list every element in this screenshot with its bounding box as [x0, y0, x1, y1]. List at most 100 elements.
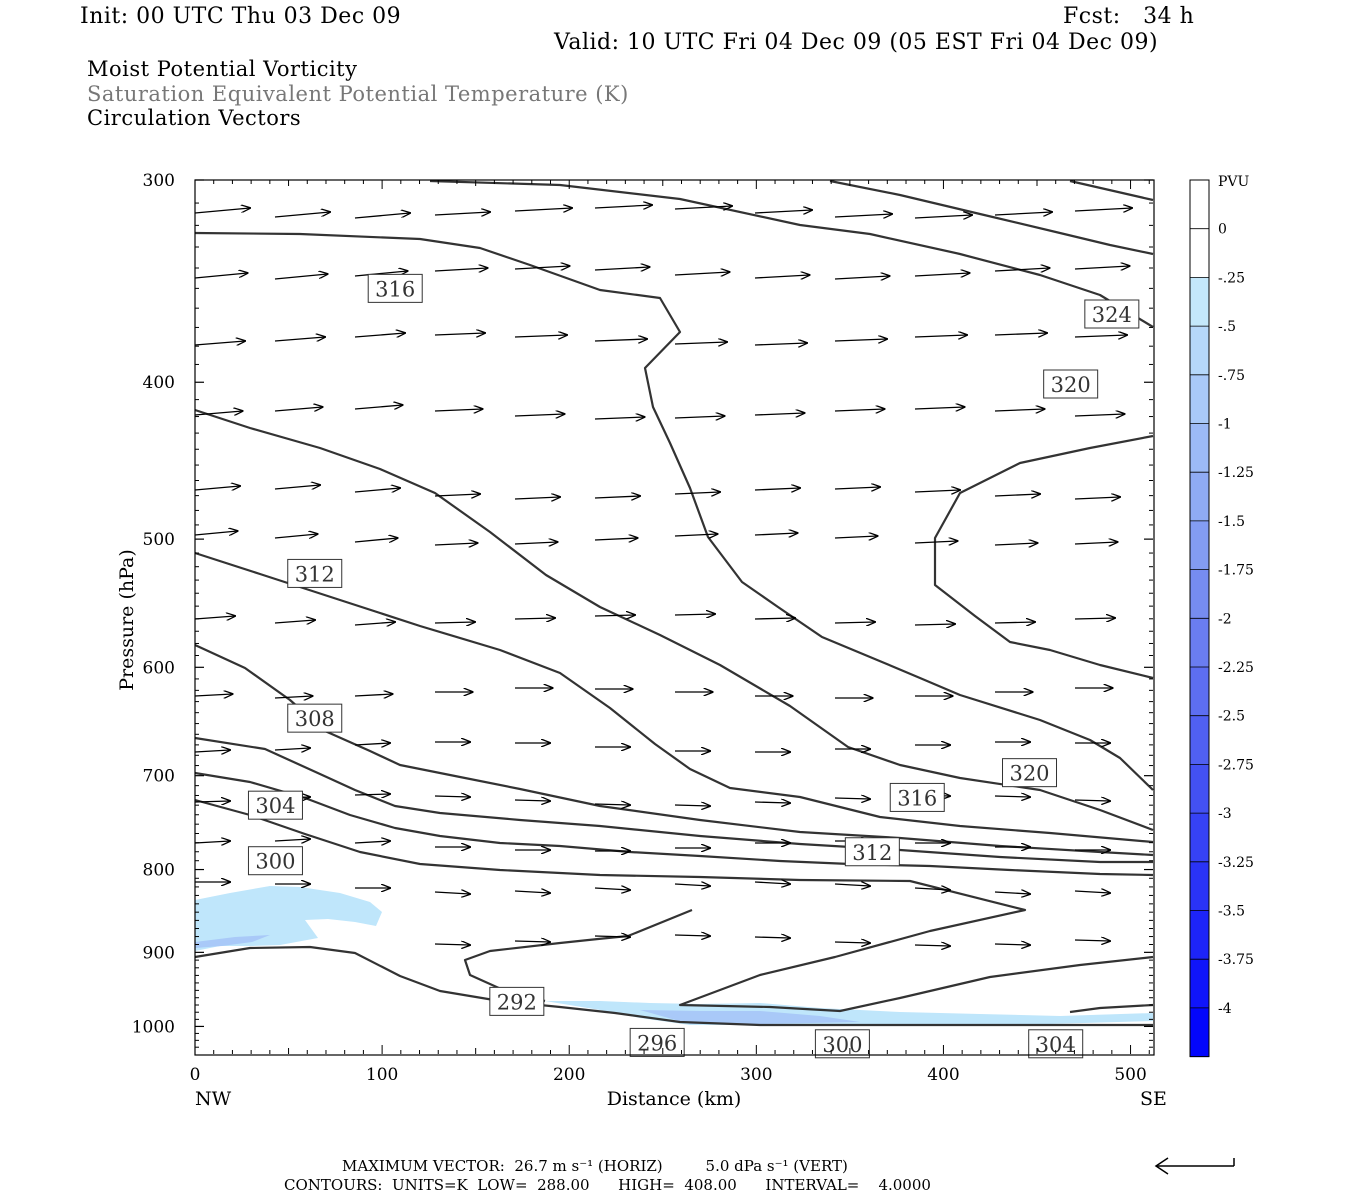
init-time: Init: 00 UTC Thu 03 Dec 09 — [80, 4, 402, 29]
vector-arrow — [354, 488, 400, 492]
vector-arrow — [1074, 618, 1115, 619]
x-axis-label: Distance (km) — [607, 1088, 742, 1110]
theta-es-contours — [194, 179, 1154, 1027]
vector-arrow — [1074, 800, 1110, 801]
vector-arrow — [514, 542, 558, 544]
vector-arrow — [274, 274, 328, 280]
y-tick-label: 400 — [143, 373, 175, 393]
colorbar-swatch — [1190, 813, 1209, 863]
vector-arrow — [994, 796, 1030, 797]
vector-arrow — [274, 485, 320, 489]
colorbar-swatch — [1190, 277, 1209, 327]
contour-label: 316 — [889, 782, 945, 812]
contour-label: 300 — [247, 846, 303, 876]
vector-arrow — [834, 214, 892, 217]
vector-arrow — [274, 620, 315, 623]
vector-arrow — [754, 533, 798, 535]
colorbar-swatch — [1190, 618, 1209, 668]
vector-arrow — [274, 696, 313, 698]
vector-arrow — [914, 407, 965, 409]
vector-arrow — [434, 212, 490, 215]
contour-info: CONTOURS: UNITS=K LOW= 288.00 HIGH= 408.… — [284, 1176, 931, 1194]
vector-arrow — [834, 409, 885, 411]
colorbar-swatch — [1190, 423, 1209, 473]
vector-arrow — [274, 748, 310, 750]
vector-arrow — [274, 839, 310, 841]
colorbar-swatch — [1190, 1007, 1209, 1058]
vector-arrow — [594, 417, 645, 419]
colorbar-label: -3.5 — [1218, 904, 1245, 920]
contour-label: 296 — [629, 1027, 685, 1057]
vector-arrow — [594, 205, 652, 208]
vector-arrow — [594, 339, 647, 341]
x-tick-label: 300 — [740, 1065, 772, 1085]
y-tick-label: 700 — [143, 767, 175, 787]
contour-label: 300 — [814, 1029, 870, 1059]
colorbar-title: PVU — [1218, 174, 1250, 190]
vector-arrow — [594, 936, 630, 937]
vector-arrow — [994, 622, 1035, 623]
contour-line — [1069, 1003, 1154, 1014]
colorbar-label: -1 — [1218, 417, 1232, 433]
contour-label-text: 296 — [637, 1031, 677, 1055]
field-title-thetaes: Saturation Equivalent Potential Temperat… — [87, 82, 629, 106]
vector-arrow — [754, 618, 795, 619]
contour-label-text: 312 — [295, 562, 335, 586]
vector-arrow — [274, 407, 323, 411]
colorbar-swatch — [1190, 569, 1209, 619]
contour-line — [829, 179, 1154, 256]
vector-arrow — [914, 541, 958, 543]
colorbar-label: -3.25 — [1218, 855, 1254, 871]
colorbar-swatch — [1190, 520, 1209, 571]
vector-arrow — [834, 487, 880, 489]
vector-arrow — [1074, 266, 1130, 269]
circulation-vectors — [194, 205, 1132, 946]
contour-label: 320 — [1002, 758, 1058, 788]
vector-arrow — [354, 271, 408, 277]
x-tick-label: 100 — [366, 1065, 398, 1085]
vector-arrow — [514, 497, 560, 499]
vector-arrow — [914, 490, 960, 492]
vector-arrow — [594, 804, 630, 805]
y-tick-label: 600 — [143, 658, 175, 678]
vector-arrow — [434, 944, 470, 945]
x-tick-label: 500 — [1114, 1065, 1146, 1085]
colorbar-swatch — [1190, 667, 1209, 717]
vector-arrow — [994, 212, 1052, 215]
vector-arrow — [194, 208, 250, 214]
vector-arrow — [434, 409, 483, 411]
vector-arrow — [674, 206, 732, 209]
vector-arrow — [754, 488, 800, 490]
vector-arrow — [194, 694, 233, 696]
y-tick-label: 500 — [143, 530, 175, 550]
y-tick-label: 900 — [143, 943, 175, 963]
colorbar-swatch — [1190, 180, 1209, 230]
colorbar-label: -2.75 — [1218, 757, 1254, 773]
vector-arrow — [354, 622, 395, 625]
vector-arrow — [1074, 497, 1120, 499]
mpv-shade-region — [640, 1010, 860, 1024]
contour-line — [194, 798, 1154, 1013]
field-title-vectors: Circulation Vectors — [87, 106, 302, 130]
vector-arrow — [834, 622, 875, 623]
vector-arrow — [994, 409, 1045, 411]
valid-time: Valid: 10 UTC Fri 04 Dec 09 (05 EST Fri … — [554, 30, 1159, 55]
vector-arrow — [914, 888, 950, 890]
vector-arrow — [354, 841, 390, 843]
vector-arrow — [514, 208, 572, 211]
vector-arrow — [274, 534, 318, 538]
colorbar-label: -.5 — [1218, 319, 1236, 335]
plot-frame — [194, 179, 1155, 1056]
contour-label-text: 308 — [295, 707, 335, 731]
vector-arrow — [1074, 891, 1110, 893]
vector-arrow — [514, 941, 550, 942]
vector-arrow — [354, 694, 393, 696]
colorbar-label: -2 — [1218, 611, 1232, 627]
vector-arrow — [834, 884, 870, 886]
vector-arrow — [1074, 335, 1127, 337]
vector-arrow — [594, 267, 650, 270]
vector-arrow — [194, 486, 240, 490]
colorbar-swatch — [1190, 472, 1209, 522]
contour-line — [194, 551, 1154, 844]
vector-arrow — [194, 801, 230, 802]
